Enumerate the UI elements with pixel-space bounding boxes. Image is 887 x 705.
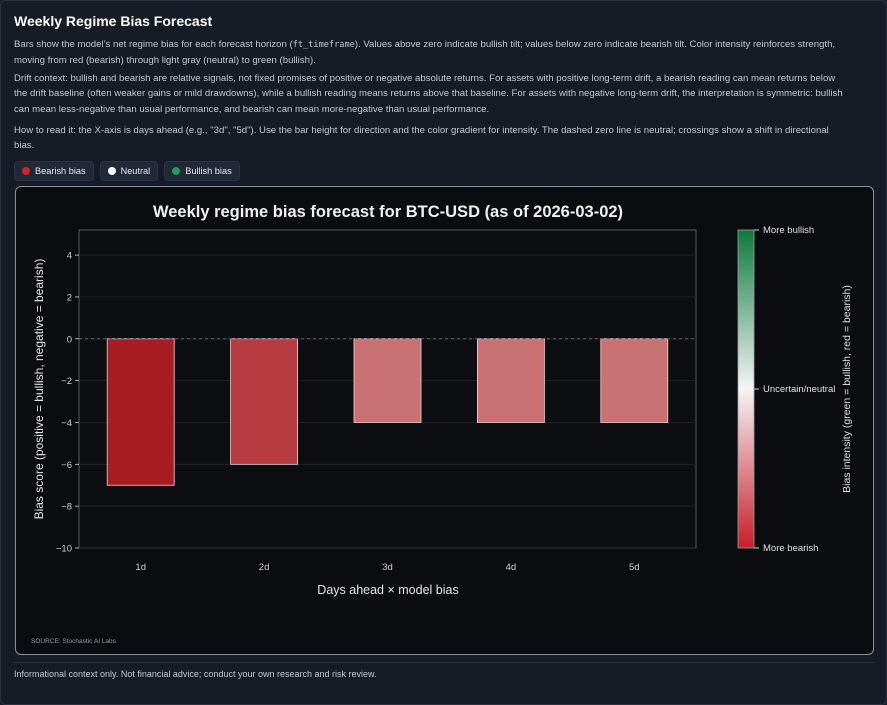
y-tick-label: 0	[67, 334, 72, 345]
howto-text-2: bias.	[14, 140, 35, 152]
colorbar-axis-label: Bias intensity (green = bullish, red = b…	[841, 285, 853, 493]
page-title: Weekly Regime Bias Forecast	[14, 13, 213, 29]
x-tick-label: 2d	[259, 562, 270, 573]
drift-text-3: can mean less-negative than usual perfor…	[14, 103, 490, 115]
legend-neutral: Neutral	[99, 161, 159, 181]
x-tick-label: 5d	[629, 562, 640, 573]
legend-bearish: Bearish bias	[14, 161, 94, 181]
bullish-dot-icon	[172, 167, 181, 175]
footer-disclaimer: Informational context only. Not financia…	[14, 669, 377, 679]
y-tick-label: −2	[61, 376, 72, 387]
colorbar-top-label: More bullish	[763, 225, 814, 236]
chart-container: Weekly regime bias forecast for BTC-USD …	[15, 186, 874, 655]
drift-text-2: the drift baseline (often weaker gains o…	[14, 88, 843, 100]
y-tick-label: −6	[61, 460, 72, 471]
y-tick-label: 2	[67, 292, 72, 303]
x-tick-label: 1d	[135, 562, 146, 573]
bar-5d	[600, 338, 669, 423]
bar-1d	[106, 338, 175, 486]
y-tick-label: −10	[56, 544, 72, 555]
chart-title: Weekly regime bias forecast for BTC-USD …	[153, 203, 623, 221]
howto-text-1: How to read it: the X-axis is days ahead…	[14, 125, 829, 136]
legend-neutral-label: Neutral	[120, 166, 151, 176]
y-tick-label: −8	[61, 502, 72, 513]
x-ticks: 1d 2d 3d 4d 5d	[135, 562, 639, 573]
bars	[79, 338, 696, 486]
drift-text-1: Drift context: bullish and bearish are r…	[14, 73, 836, 84]
legend-bullish: Bullish bias	[164, 161, 240, 181]
intro-paragraph: Bars show the model’s net regime bias fo…	[14, 37, 874, 69]
intro-text-3: moving from red (bearish) through light …	[14, 55, 316, 67]
colorbar	[737, 229, 755, 549]
x-tick-label: 4d	[506, 562, 517, 573]
x-tick-label: 3d	[382, 562, 393, 573]
bar-2d	[230, 338, 299, 465]
x-axis-label: Days ahead × model bias	[317, 583, 458, 597]
intro-text-2: ). Values above zero indicate bullish ti…	[354, 39, 836, 50]
source-label: SOURCE: Stochastic AI Labs	[31, 638, 117, 645]
y-tick-label: −4	[61, 418, 72, 429]
drift-paragraph: Drift context: bullish and bearish are r…	[14, 71, 874, 117]
colorbar-mid-label: Uncertain/neutral	[763, 384, 835, 395]
neutral-dot-icon	[107, 167, 116, 175]
footer-divider	[14, 662, 874, 663]
bar-3d	[353, 338, 422, 423]
legend: Bearish bias Neutral Bullish bias	[14, 161, 240, 181]
intro-text-1: Bars show the model’s net regime bias fo…	[14, 39, 293, 50]
howto-paragraph: How to read it: the X-axis is days ahead…	[14, 123, 874, 154]
intro-code: ft_timeframe	[292, 40, 355, 50]
y-axis-label: Bias score (positive = bullish, negative…	[32, 259, 46, 520]
bearish-dot-icon	[22, 167, 30, 175]
colorbar-bottom-label: More bearish	[763, 543, 818, 554]
legend-bearish-label: Bearish bias	[35, 166, 86, 176]
y-tick-label: 4	[67, 251, 72, 262]
bias-bar-chart: Weekly regime bias forecast for BTC-USD …	[31, 203, 853, 645]
bar-4d	[476, 338, 545, 423]
y-ticks: −10 −8 −6 −4 −2 0 2 4	[56, 251, 79, 555]
legend-bullish-label: Bullish bias	[185, 166, 232, 176]
